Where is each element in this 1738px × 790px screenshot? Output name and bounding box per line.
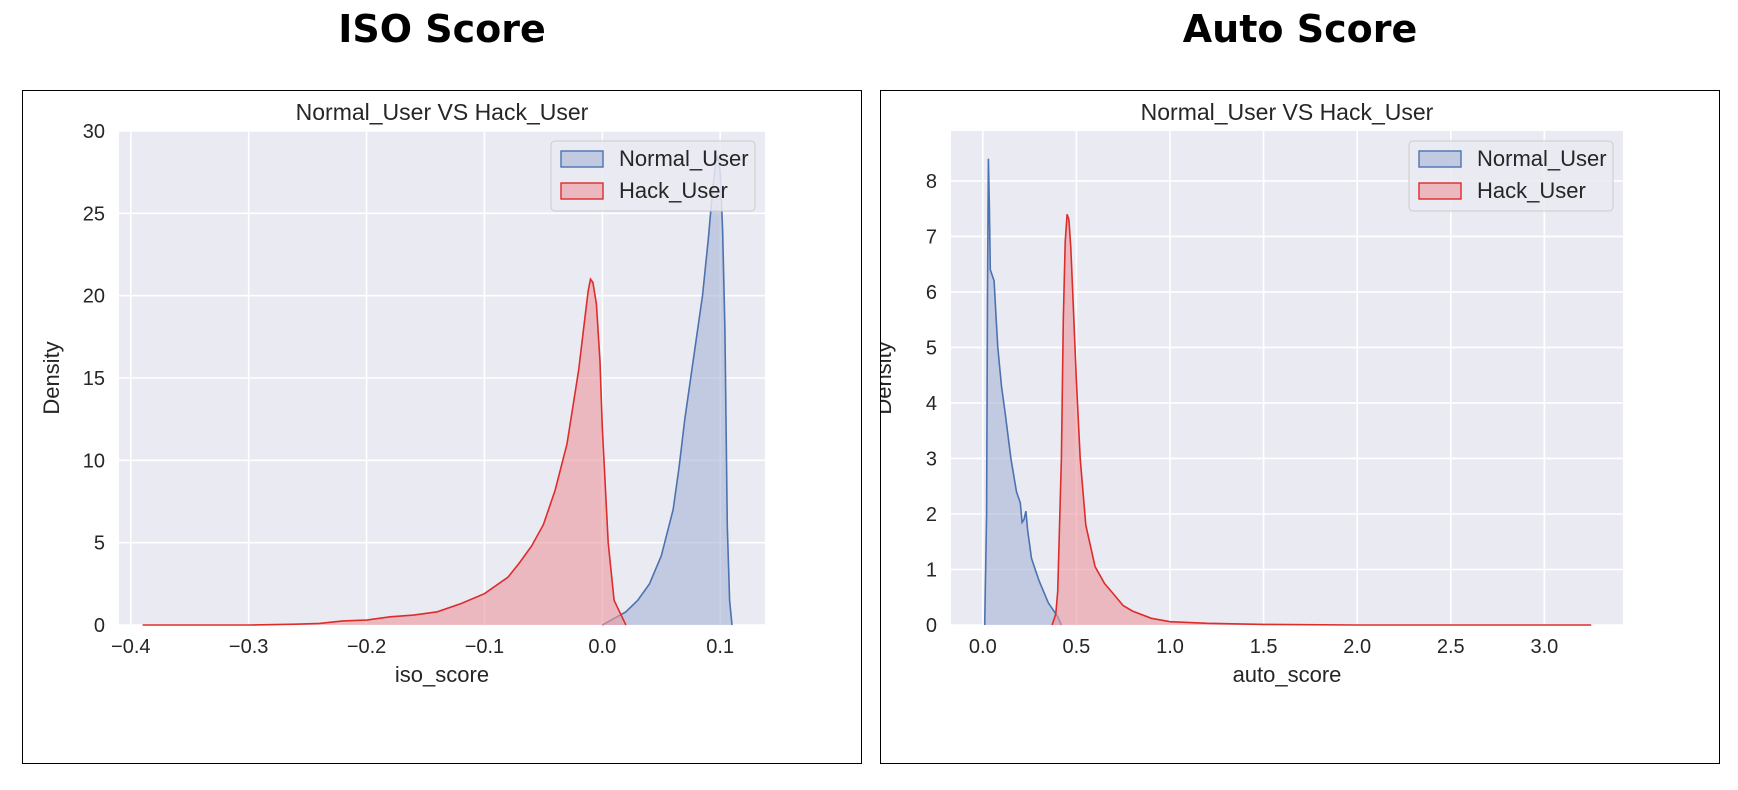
x-tick-label: 2.5 (1437, 636, 1465, 658)
auto-score-heading: Auto Score (1182, 7, 1418, 51)
x-axis-label: auto_score (1233, 662, 1342, 687)
hack-user-line (1051, 214, 1592, 626)
x-tick-label: 0.0 (588, 636, 616, 658)
hack-user-line (142, 277, 627, 626)
hack-user-legend-label: Hack_User (1477, 178, 1586, 203)
normal-user-legend-label: Normal_User (619, 146, 749, 171)
auto-score-panel: 0.0 0.5 1.0 1.5 2.0 2.5 3.0 0 1 2 3 4 5 6 7 8 auto_score… (880, 90, 1720, 764)
iso-score-chart: −0.4 −0.3 −0.2 −0.1 0.0 0.1 0 5 10 15 20 25 30 iso_sc… (39, 99, 765, 687)
x-tick-label: 1.5 (1250, 636, 1278, 658)
y-axis-label: Density (881, 341, 896, 414)
auto-score-chart: 0.0 0.5 1.0 1.5 2.0 2.5 3.0 0 1 2 3 4 5 6 7 8 auto_score… (881, 99, 1623, 687)
y-tick-label: 8 (926, 171, 937, 193)
x-tick-label: 0.1 (706, 636, 734, 658)
legend: Normal_User Hack_User (1408, 140, 1614, 212)
iso-score-panel: −0.4 −0.3 −0.2 −0.1 0.0 0.1 0 5 10 15 20 25 30 iso_sc… (22, 90, 862, 764)
y-tick-label: 0 (926, 615, 937, 637)
y-tick-label: 1 (926, 559, 937, 581)
normal-user-line (601, 155, 733, 626)
x-tick-label: −0.2 (347, 636, 386, 658)
normal-user-legend-swatch (560, 150, 604, 168)
normal-user-legend-swatch (1418, 150, 1462, 168)
y-tick-label: 2 (926, 504, 937, 526)
x-tick-label: −0.1 (465, 636, 504, 658)
y-tick-label: 3 (926, 448, 937, 470)
y-tick-label: 0 (94, 615, 105, 637)
x-tick-label: 2.0 (1343, 636, 1371, 658)
hack-user-legend-swatch (1418, 182, 1462, 200)
y-tick-label: 15 (83, 368, 105, 390)
x-tick-label: 0.5 (1063, 636, 1091, 658)
y-tick-label: 5 (926, 337, 937, 359)
x-tick-label: 3.0 (1530, 636, 1558, 658)
chart-title: Normal_User VS Hack_User (296, 99, 589, 125)
iso-score-heading: ISO Score (338, 7, 546, 51)
y-tick-label: 30 (83, 121, 105, 143)
x-tick-label: −0.4 (111, 636, 150, 658)
y-tick-label: 4 (926, 393, 937, 415)
x-tick-label: −0.3 (229, 636, 268, 658)
hack-user-legend-swatch (560, 182, 604, 200)
y-tick-label: 10 (83, 450, 105, 472)
y-axis-label: Density (39, 341, 64, 414)
x-tick-label: 0.0 (969, 636, 997, 658)
y-tick-label: 6 (926, 282, 937, 304)
normal-user-area (602, 155, 732, 625)
x-tick-label: 1.0 (1156, 636, 1184, 658)
x-axis-label: iso_score (395, 662, 489, 687)
hack-user-area (142, 279, 626, 625)
normal-user-legend-label: Normal_User (1477, 146, 1607, 171)
y-tick-label: 20 (83, 286, 105, 308)
chart-title: Normal_User VS Hack_User (1141, 99, 1434, 125)
y-tick-label: 25 (83, 203, 105, 225)
legend: Normal_User Hack_User (550, 140, 756, 212)
hack-user-legend-label: Hack_User (619, 178, 728, 203)
y-tick-label: 7 (926, 226, 937, 248)
y-tick-label: 5 (94, 533, 105, 555)
normal-user-area (984, 158, 1062, 626)
normal-user-line (983, 158, 1063, 626)
